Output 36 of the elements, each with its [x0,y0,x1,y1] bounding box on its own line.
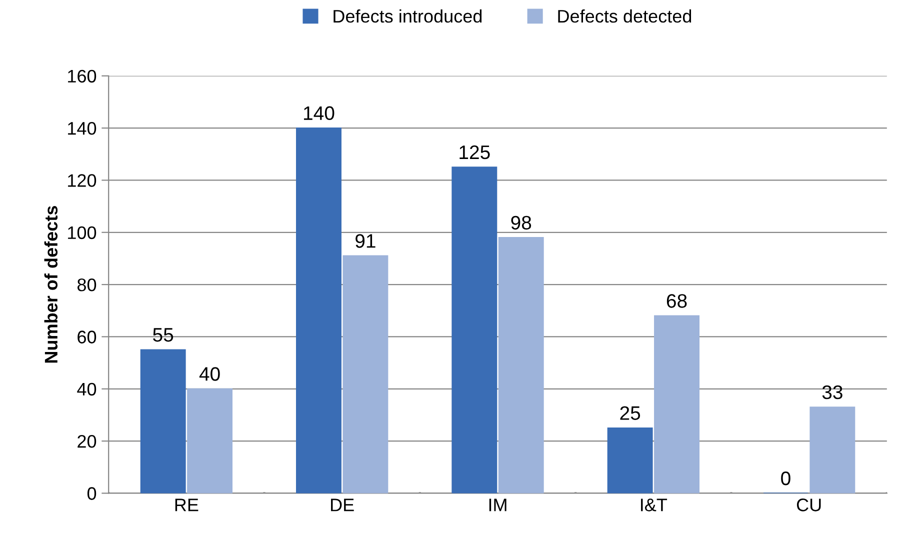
y-tick-label: 40 [77,382,96,396]
data-label: 40 [199,367,220,381]
y-tick-label: 0 [87,487,96,500]
data-label: 55 [153,328,174,342]
y-tick-label: 120 [68,174,96,187]
bar [810,406,856,494]
data-label: 68 [666,294,687,308]
legend-label: Defects detected [558,9,692,23]
data-label: 0 [781,471,790,486]
y-tick-label: 20 [78,434,96,448]
x-tick-label: I&T [641,498,668,512]
data-label: 125 [460,145,490,160]
x-tick-label: DE [331,498,354,512]
data-label: 33 [822,385,842,400]
y-tick-label: 160 [68,70,96,83]
x-tick-label: IM [489,498,506,512]
x-tick-label: RE [175,498,198,512]
bar [296,127,342,494]
bar [654,315,700,494]
bar [498,237,544,494]
bar [607,427,653,494]
data-label: 25 [620,406,640,420]
y-tick-label: 60 [78,330,96,344]
bar [452,166,498,494]
data-label: 140 [304,106,334,120]
data-label: 91 [356,234,376,248]
data-label: 98 [511,216,532,230]
y-tick-label: 100 [68,226,96,240]
bar [342,255,388,494]
legend-label: Defects introduced [334,9,482,23]
y-tick-label: 140 [68,122,96,135]
bar [187,388,233,494]
x-tick-label: CU [796,498,821,512]
bar [140,349,186,494]
y-axis-title: Number of defects [44,206,58,363]
y-tick-label: 80 [78,278,96,292]
